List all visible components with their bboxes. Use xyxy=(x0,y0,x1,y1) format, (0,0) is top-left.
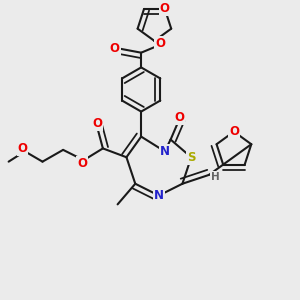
Text: N: N xyxy=(154,189,164,202)
Text: H: H xyxy=(211,172,220,182)
Text: N: N xyxy=(160,145,170,158)
Text: O: O xyxy=(110,42,120,55)
Text: O: O xyxy=(17,142,28,155)
Text: O: O xyxy=(175,111,184,124)
Text: O: O xyxy=(155,37,165,50)
Text: O: O xyxy=(77,157,87,169)
Text: S: S xyxy=(187,151,196,164)
Text: O: O xyxy=(160,2,170,15)
Text: O: O xyxy=(229,125,239,138)
Text: O: O xyxy=(92,117,102,130)
